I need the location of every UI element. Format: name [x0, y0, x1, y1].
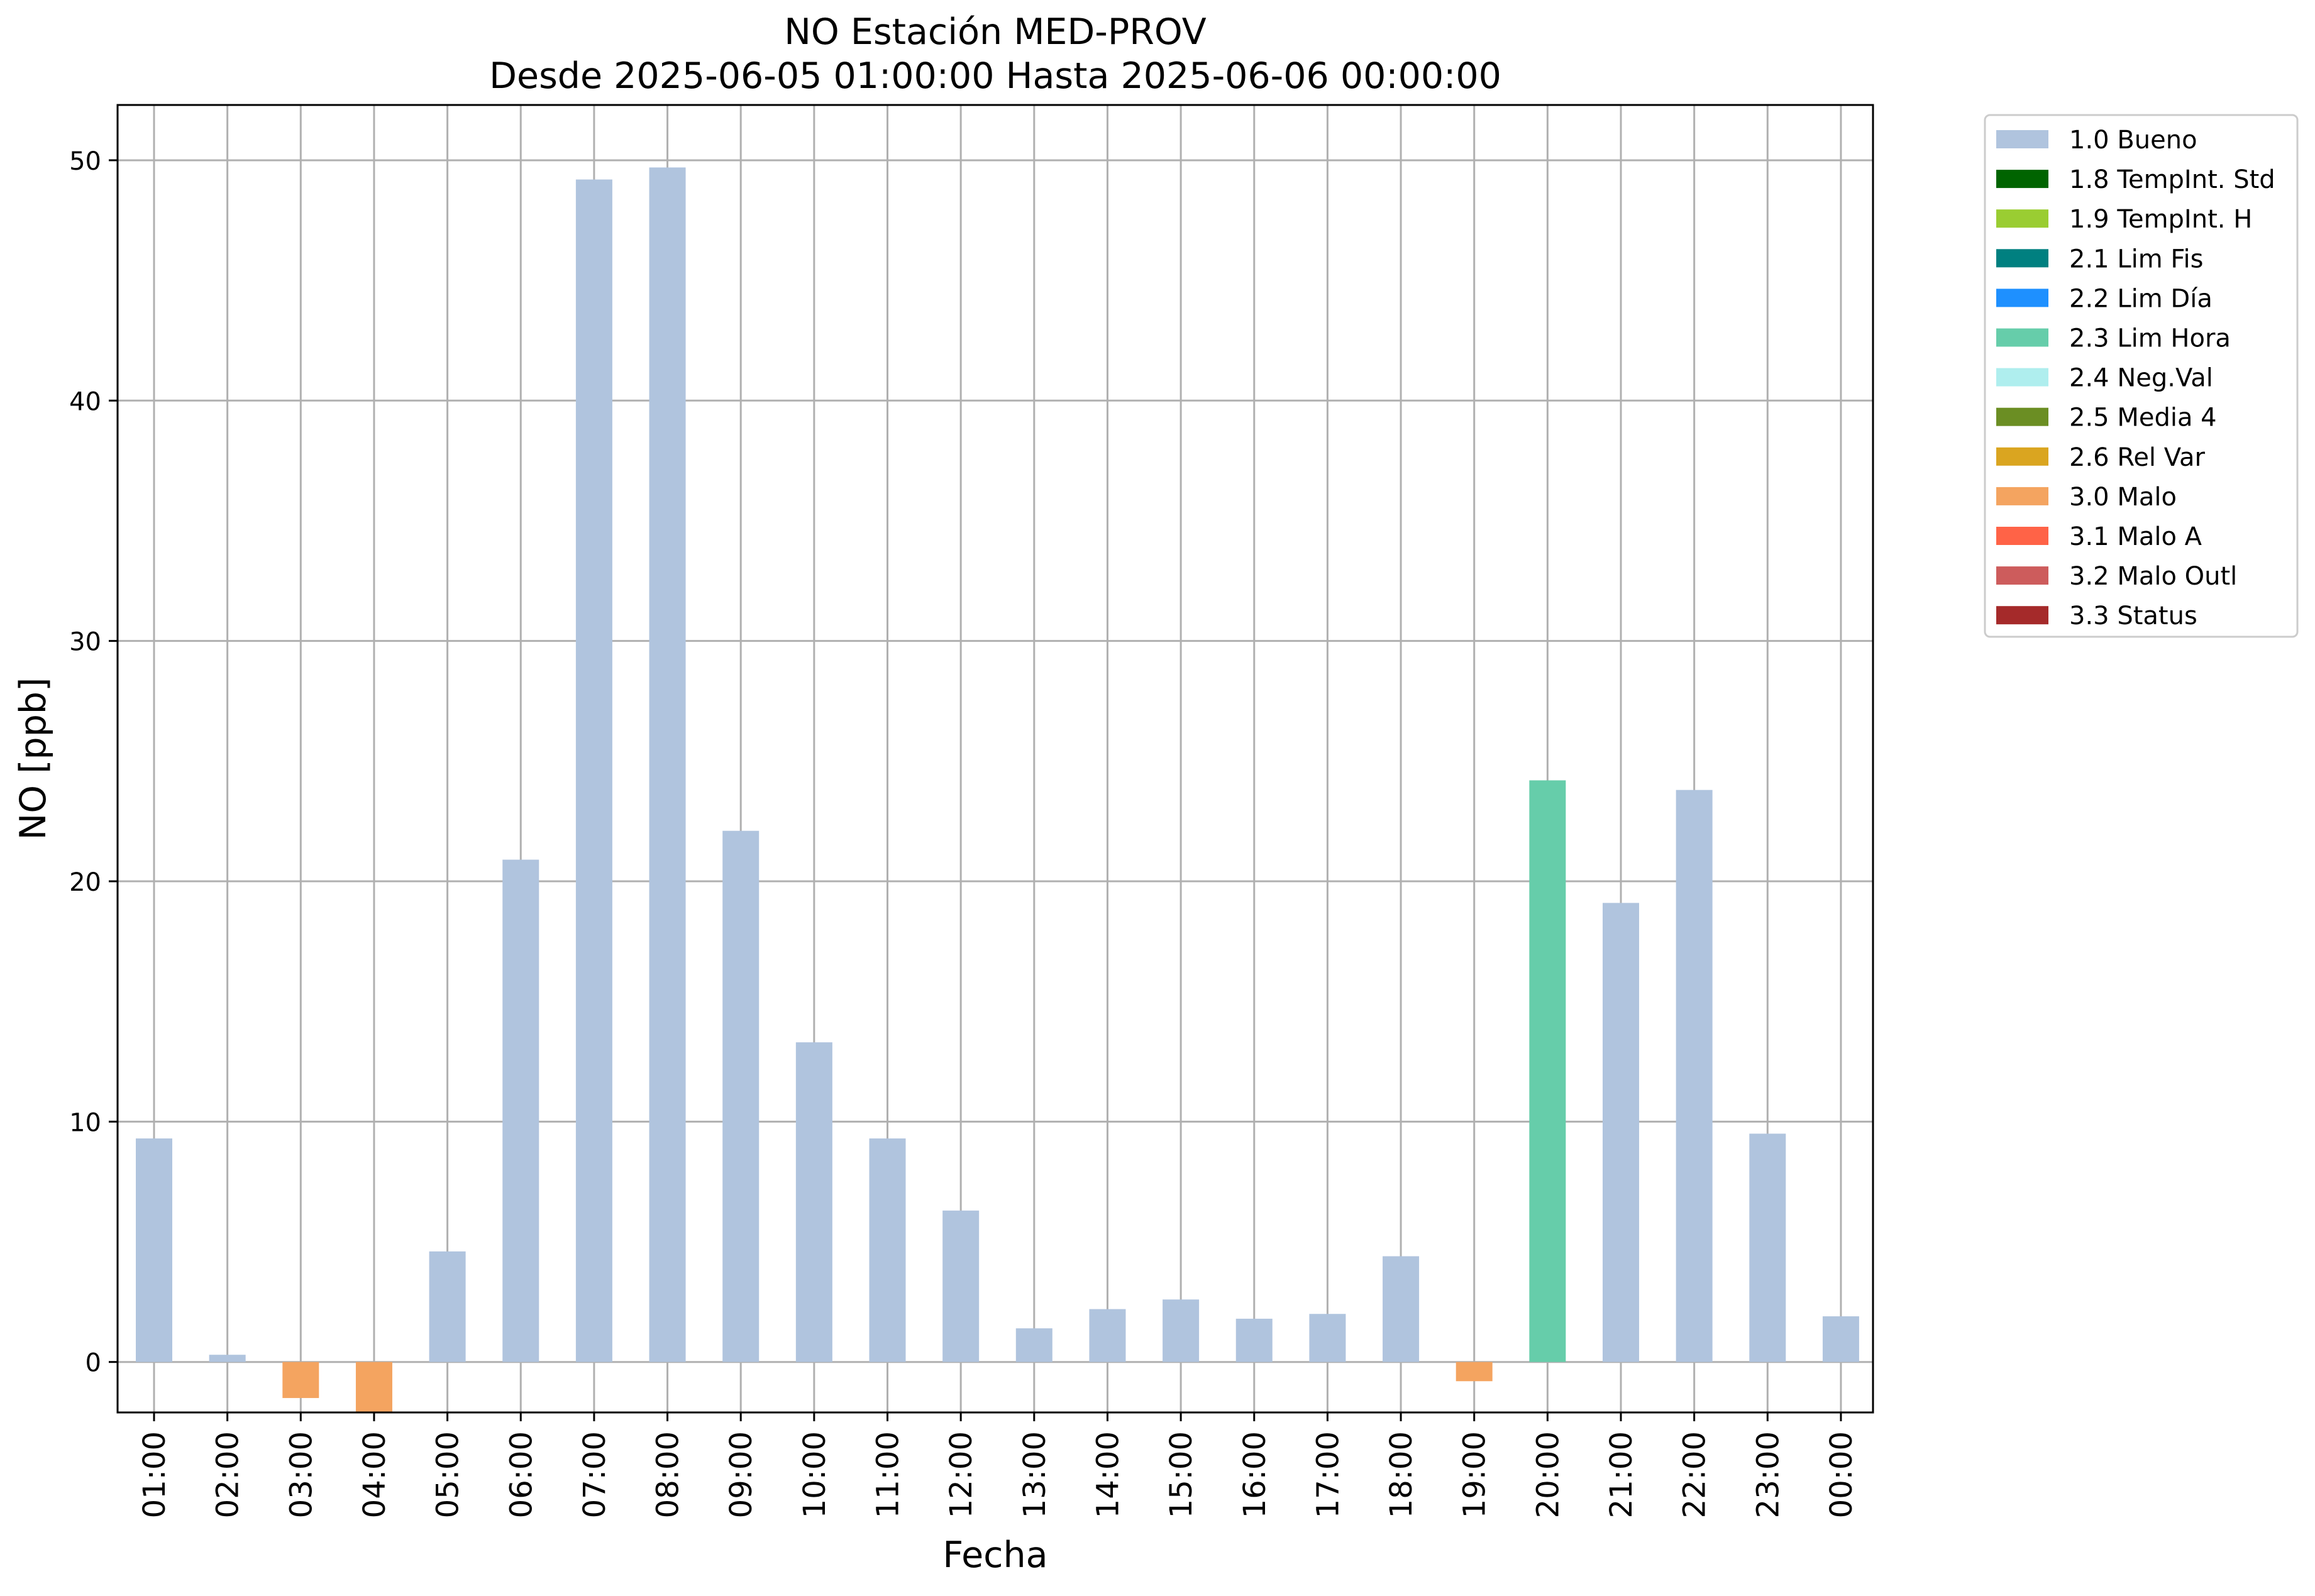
legend-swatch [1996, 527, 2048, 545]
bar-1800 [1383, 1256, 1420, 1362]
legend-label: 1.0 Bueno [2069, 126, 2197, 155]
bar-1000 [795, 1042, 832, 1362]
legend-swatch [1996, 130, 2048, 148]
legend-swatch [1996, 289, 2048, 307]
x-tick-label: 05:00 [431, 1431, 466, 1518]
legend-label: 2.2 Lim Día [2069, 284, 2213, 313]
legend-label: 2.5 Media 4 [2069, 404, 2217, 432]
bar-1900 [1456, 1362, 1493, 1382]
legend: 1.0 Bueno 1.8 TempInt. Std 1.9 TempInt. H 2… [1984, 114, 2299, 638]
x-tick-label: 03:00 [284, 1431, 319, 1518]
x-tick-label: 18:00 [1384, 1431, 1419, 1518]
x-tick-label: 20:00 [1530, 1431, 1566, 1518]
chart-title: NO Estación MED-PROV [784, 11, 1206, 53]
legend-swatch [1996, 566, 2048, 585]
bar-1500 [1163, 1299, 1200, 1362]
legend-label: 3.0 Malo [2069, 483, 2177, 512]
bar-0200 [209, 1355, 246, 1362]
legend-label: 2.1 Lim Fis [2069, 245, 2203, 273]
legend-label: 3.3 Status [2069, 602, 2197, 630]
bar-2200 [1676, 790, 1713, 1362]
tick-layer: 0 10 20 30 40 50 01:00 02:00 03:00 04:00 05:00 06:0… [69, 147, 1859, 1518]
x-tick-label: 14:00 [1090, 1431, 1125, 1518]
legend-label: 1.8 TempInt. Std [2069, 165, 2275, 194]
legend-label: 1.9 TempInt. H [2069, 205, 2252, 234]
bar-0000 [1822, 1316, 1859, 1362]
legend-label: 2.6 Rel Var [2069, 443, 2206, 472]
y-tick-label: 10 [69, 1108, 101, 1137]
bar-2000 [1529, 780, 1566, 1362]
legend-swatch [1996, 487, 2048, 505]
y-tick-label: 0 [86, 1349, 101, 1378]
y-tick-label: 50 [69, 147, 101, 176]
x-tick-label: 17:00 [1310, 1431, 1345, 1518]
chart-subtitle: Desde 2025-06-05 01:00:00 Hasta 2025-06-… [489, 55, 1501, 97]
x-tick-label: 09:00 [724, 1431, 759, 1518]
legend-items: 1.0 Bueno 1.8 TempInt. Std 1.9 TempInt. H 2… [1996, 126, 2275, 630]
bar-1200 [942, 1210, 980, 1362]
x-tick-label: 19:00 [1457, 1431, 1493, 1518]
bar-0800 [649, 167, 686, 1362]
bar-0700 [575, 179, 612, 1362]
bar-0400 [355, 1362, 392, 1412]
legend-swatch [1996, 606, 2048, 625]
bar-0500 [429, 1251, 466, 1362]
x-tick-label: 12:00 [944, 1431, 979, 1518]
legend-swatch [1996, 170, 2048, 189]
legend-label: 2.4 Neg.Val [2069, 364, 2213, 393]
x-tick-label: 06:00 [504, 1431, 539, 1518]
bar-0600 [502, 859, 539, 1362]
bar-2100 [1603, 903, 1639, 1362]
bar-2300 [1749, 1133, 1786, 1362]
legend-frame [1984, 114, 2299, 638]
y-axis-label: NO [ppb] [13, 678, 54, 840]
x-tick-label: 15:00 [1164, 1431, 1199, 1518]
x-tick-label: 00:00 [1824, 1431, 1859, 1518]
x-tick-label: 23:00 [1750, 1431, 1786, 1518]
bar-0900 [722, 830, 760, 1362]
legend-label: 2.3 Lim Hora [2069, 324, 2231, 353]
x-tick-label: 01:00 [137, 1431, 172, 1518]
x-tick-label: 16:00 [1237, 1431, 1273, 1518]
y-tick-label: 20 [69, 868, 101, 897]
x-tick-label: 04:00 [357, 1431, 392, 1518]
bar-layer [136, 167, 1859, 1412]
bar-0100 [136, 1138, 172, 1362]
legend-label: 3.1 Malo A [2069, 522, 2202, 551]
y-tick-label: 40 [69, 387, 101, 416]
legend-swatch [1996, 328, 2048, 347]
bar-1600 [1235, 1318, 1273, 1362]
legend-swatch [1996, 249, 2048, 268]
plot-frame [116, 104, 1874, 1414]
x-tick-label: 13:00 [1017, 1431, 1053, 1518]
bar-1400 [1089, 1309, 1126, 1362]
x-axis-label: Fecha [942, 1534, 1047, 1576]
x-tick-label: 22:00 [1677, 1431, 1713, 1518]
legend-swatch [1996, 407, 2048, 426]
legend-swatch [1996, 447, 2048, 466]
x-tick-label: 10:00 [797, 1431, 832, 1518]
legend-label: 3.2 Malo Outl [2069, 562, 2237, 591]
x-tick-label: 02:00 [211, 1431, 246, 1518]
legend-swatch [1996, 209, 2048, 228]
bar-1300 [1015, 1328, 1053, 1362]
x-tick-label: 21:00 [1604, 1431, 1639, 1518]
legend-swatch [1996, 368, 2048, 387]
bar-1700 [1309, 1314, 1346, 1362]
x-tick-label: 08:00 [651, 1431, 686, 1518]
x-tick-label: 11:00 [871, 1431, 906, 1518]
y-tick-label: 30 [69, 628, 101, 657]
bar-0300 [282, 1362, 319, 1399]
bar-1100 [869, 1138, 906, 1362]
x-tick-label: 07:00 [577, 1431, 612, 1518]
